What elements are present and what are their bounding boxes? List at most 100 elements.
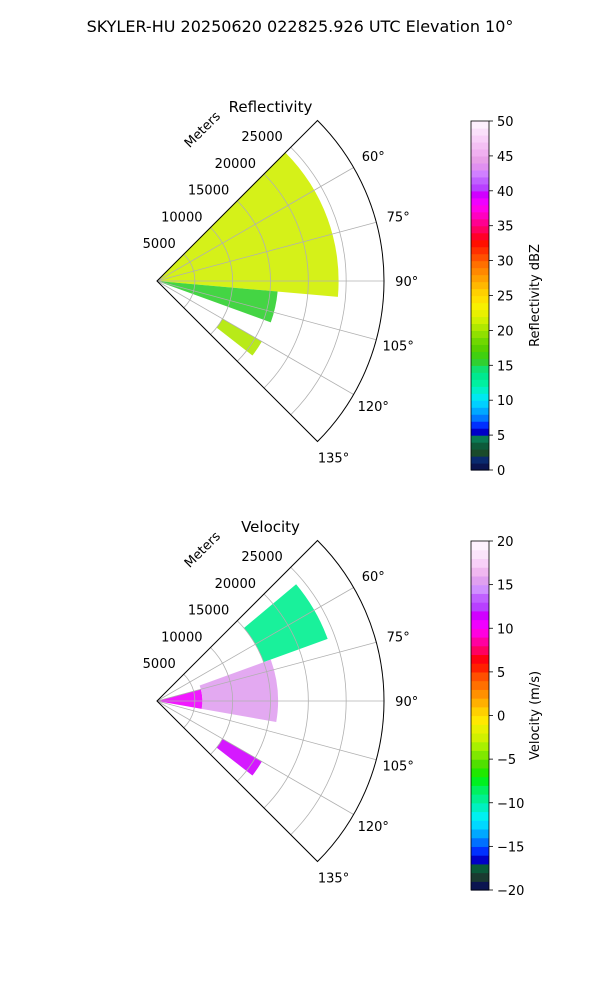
reflectivity-colorbar-segment — [471, 393, 489, 401]
reflectivity-echo-sector-1 — [157, 281, 278, 323]
velocity-azimuth-tick-label: 105° — [383, 760, 414, 775]
velocity-colorbar-segment — [471, 645, 489, 656]
reflectivity-colorbar-segment — [471, 288, 489, 297]
reflectivity-colorbar-segment — [471, 295, 489, 304]
reflectivity-colorbar-segment — [471, 155, 489, 164]
reflectivity-colorbar-segment — [471, 400, 489, 408]
velocity-colorbar-segment — [471, 802, 489, 813]
velocity-colorbar-tick-label: 0 — [497, 710, 505, 725]
velocity-range-tick-label: 5000 — [143, 657, 176, 672]
velocity-colorbar-segment — [471, 872, 489, 882]
velocity-azimuth-tick-label: 135° — [318, 872, 349, 887]
reflectivity-colorbar-segment — [471, 421, 489, 429]
velocity-panel: Velocity 5000 10000 15000 20000 25000 Meters 6… — [143, 518, 543, 899]
reflectivity-colorbar-segment — [471, 127, 489, 136]
reflectivity-colorbar-tick-label: 15 — [497, 359, 514, 374]
reflectivity-colorbar-segment — [471, 253, 489, 262]
velocity-colorbar-segment — [471, 602, 489, 612]
reflectivity-colorbar-segment — [471, 239, 489, 248]
velocity-colorbar-segment — [471, 663, 489, 673]
reflectivity-colorbar-segment — [471, 337, 489, 345]
reflectivity-colorbar-tick-label: 40 — [497, 185, 514, 200]
velocity-colorbar-segment — [471, 732, 489, 743]
velocity-colorbar-segment — [471, 846, 489, 856]
velocity-colorbar-segment — [471, 593, 489, 603]
velocity-radial-axis-label: Meters — [182, 529, 224, 571]
velocity-colorbar-segment — [471, 610, 489, 621]
velocity-azimuth-line-0 — [156, 587, 354, 702]
velocity-colorbar-tick-label: 5 — [497, 666, 505, 681]
reflectivity-echo-sector-2 — [216, 318, 262, 356]
velocity-colorbar-segment — [471, 881, 489, 891]
velocity-colorbar-segment — [471, 636, 489, 647]
velocity-colorbar-label: Velocity (m/s) — [528, 671, 543, 760]
reflectivity-colorbar-segment — [471, 456, 489, 464]
figure-title: SKYLER-HU 20250620 022825.926 UTC Elevat… — [87, 17, 514, 36]
velocity-colorbar-segment — [471, 750, 489, 760]
reflectivity-colorbar-segment — [471, 309, 489, 318]
velocity-colorbar-segment — [471, 776, 489, 786]
velocity-azimuth-tick-label: 120° — [358, 820, 389, 835]
reflectivity-range-tick-label: 10000 — [161, 210, 202, 225]
reflectivity-colorbar-segment — [471, 232, 489, 241]
reflectivity-colorbar-segment — [471, 211, 489, 220]
reflectivity-colorbar-segment — [471, 260, 489, 269]
reflectivity-radial-axis-label: Meters — [182, 109, 224, 151]
velocity-echo-sector-0 — [157, 689, 203, 709]
velocity-colorbar-segment — [471, 741, 489, 751]
reflectivity-colorbar-segment — [471, 435, 489, 443]
reflectivity-field — [157, 152, 339, 356]
velocity-tick-labels: 5000 10000 15000 20000 25000 Meters 60° 75° 90° 1… — [143, 529, 419, 887]
velocity-azimuth-tick-label: 90° — [395, 695, 418, 710]
reflectivity-colorbar-segment — [471, 183, 489, 192]
reflectivity-colorbar-tick-label: 0 — [497, 464, 505, 479]
reflectivity-colorbar-segment — [471, 365, 489, 373]
reflectivity-colorbar-segment — [471, 330, 489, 338]
reflectivity-colorbar-segment — [471, 407, 489, 415]
reflectivity-colorbar-segment — [471, 169, 489, 178]
reflectivity-azimuth-tick-label: 135° — [318, 452, 349, 467]
velocity-range-tick-label: 20000 — [215, 577, 256, 592]
reflectivity-colorbar-segment — [471, 358, 489, 366]
velocity-colorbar-segment — [471, 759, 489, 769]
reflectivity-colorbar-segment — [471, 414, 489, 422]
reflectivity-azimuth-tick-label: 75° — [387, 210, 410, 225]
velocity-colorbar-tick-label: −5 — [497, 753, 516, 768]
reflectivity-colorbar-segment — [471, 372, 489, 380]
reflectivity-colorbar-segment — [471, 267, 489, 276]
reflectivity-colorbar-segment — [471, 190, 489, 199]
velocity-colorbar-segment — [471, 715, 489, 725]
reflectivity-colorbar-segment — [471, 316, 489, 325]
reflectivity-colorbar-segment — [471, 162, 489, 171]
velocity-colorbar-segment — [471, 794, 489, 804]
velocity-range-tick-label: 25000 — [241, 550, 282, 565]
reflectivity-colorbar-segment — [471, 463, 489, 471]
velocity-colorbar-segment — [471, 671, 489, 682]
velocity-colorbar-tick-label: 10 — [497, 622, 514, 637]
reflectivity-colorbar-segment — [471, 386, 489, 394]
reflectivity-colorbar-segment — [471, 442, 489, 450]
velocity-sector-outline — [156, 539, 385, 863]
reflectivity-colorbar-segment — [471, 176, 489, 185]
velocity-colorbar-segment — [471, 706, 489, 717]
velocity-colorbar-segment — [471, 820, 489, 830]
velocity-colorbar-segment — [471, 558, 489, 568]
reflectivity-colorbar-segment — [471, 449, 489, 457]
reflectivity-azimuth-tick-label: 105° — [383, 340, 414, 355]
velocity-colorbar-tick-label: −20 — [497, 884, 524, 899]
reflectivity-grid — [156, 119, 385, 443]
velocity-range-tick-label: 15000 — [188, 604, 229, 619]
reflectivity-colorbar-segment — [471, 379, 489, 387]
velocity-colorbar-segment — [471, 619, 489, 629]
velocity-colorbar-segment — [471, 724, 489, 734]
reflectivity-colorbar: 0 5 10 15 20 25 30 35 40 45 50 Reflectivity dBZ — [470, 115, 543, 479]
velocity-colorbar-segment — [471, 654, 489, 664]
velocity-colorbar-tick-label: −10 — [497, 797, 524, 812]
reflectivity-range-tick-label: 25000 — [241, 130, 282, 145]
velocity-colorbar-segment — [471, 628, 489, 638]
reflectivity-colorbar-tick-label: 20 — [497, 324, 514, 339]
velocity-echo-sector-2 — [199, 659, 279, 723]
velocity-azimuth-line-3 — [156, 700, 377, 761]
reflectivity-colorbar-segment — [471, 141, 489, 150]
